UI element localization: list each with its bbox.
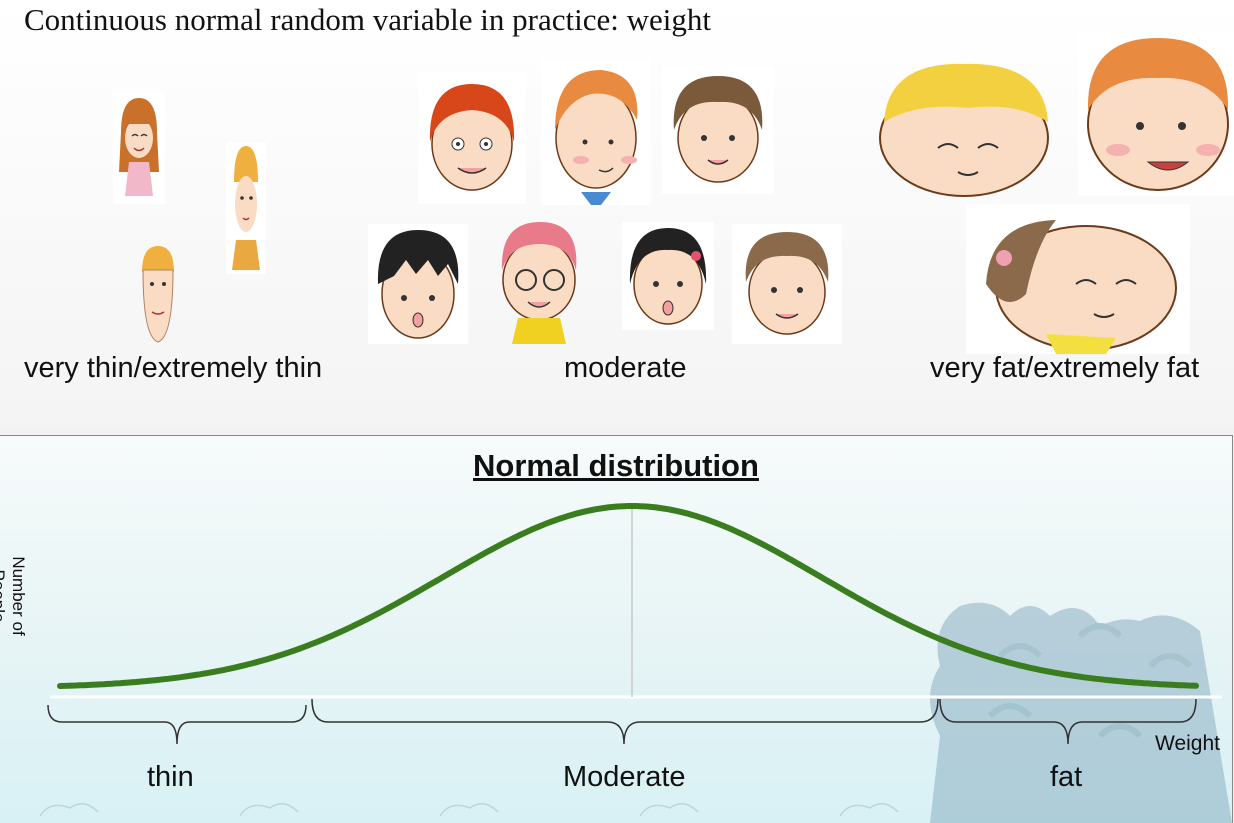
distribution-panel: Normal distribution Number of People Wei… bbox=[0, 435, 1233, 823]
moderate-face-7-icon bbox=[732, 224, 842, 344]
moderate-range-brace bbox=[311, 698, 939, 745]
decorative-cloud-row-icon bbox=[39, 803, 899, 817]
fat-range-brace bbox=[939, 698, 1197, 745]
moderate-face-1-icon bbox=[418, 72, 526, 204]
fat-face-2-icon bbox=[1078, 30, 1234, 196]
moderate-group-label: moderate bbox=[564, 352, 687, 384]
thin-face-1-icon bbox=[113, 92, 165, 204]
thin-face-3-icon bbox=[142, 246, 174, 343]
distribution-title: Normal distribution bbox=[473, 448, 759, 483]
distribution-chart bbox=[39, 503, 1232, 823]
range-label-thin: thin bbox=[147, 761, 194, 793]
decorative-coral-icon bbox=[930, 602, 1232, 823]
thin-range-brace bbox=[47, 704, 307, 745]
moderate-face-5-icon bbox=[501, 222, 577, 344]
thin-face-2-icon bbox=[226, 142, 266, 274]
range-label-moderate: Moderate bbox=[563, 761, 686, 793]
moderate-face-3-icon bbox=[662, 66, 774, 194]
fat-face-3-icon bbox=[966, 204, 1190, 354]
moderate-face-4-icon bbox=[368, 224, 468, 344]
normal-curve bbox=[57, 503, 1199, 689]
moderate-face-6-icon bbox=[622, 222, 714, 330]
fat-face-1-icon bbox=[879, 63, 1049, 197]
thin-group-label: very thin/extremely thin bbox=[24, 352, 323, 384]
moderate-face-2-icon bbox=[541, 60, 651, 205]
y-axis-label: Number of People bbox=[0, 556, 28, 636]
x-axis-label: Weight bbox=[1155, 732, 1220, 755]
fat-group-label: very fat/extremely fat bbox=[930, 352, 1200, 384]
slide-title: Continuous normal random variable in pra… bbox=[24, 2, 711, 37]
range-label-fat: fat bbox=[1050, 761, 1083, 793]
